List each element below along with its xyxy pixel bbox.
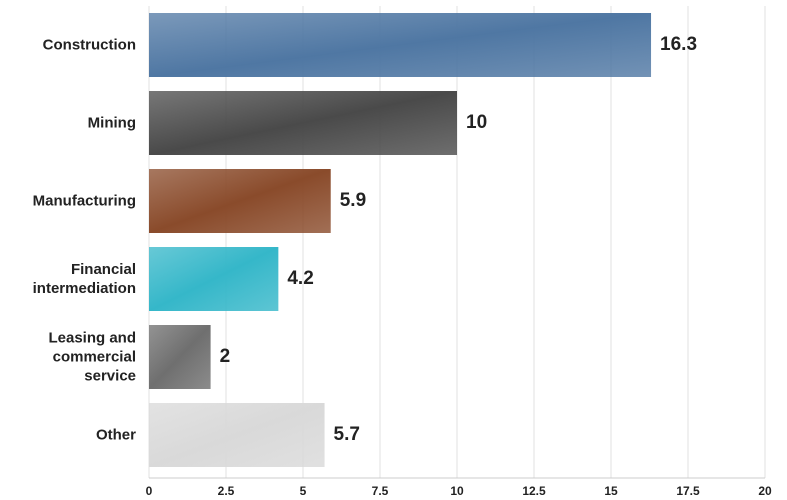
bar: [149, 247, 279, 311]
x-tick-label: 20: [758, 484, 772, 498]
value-label: 5.9: [340, 190, 366, 211]
x-tick-label: 0: [146, 484, 153, 498]
y-tick-label: Leasing and commercial service: [48, 329, 136, 385]
x-tick-label: 5: [300, 484, 307, 498]
bar: [149, 13, 652, 77]
y-tick-label: Manufacturing: [32, 192, 136, 210]
x-tick-label: 12.5: [522, 484, 546, 498]
value-label: 4.2: [287, 268, 313, 289]
value-label: 16.3: [660, 34, 697, 55]
x-tick-label: 17.5: [676, 484, 700, 498]
bar: [149, 403, 325, 467]
x-tick-label: 10: [450, 484, 464, 498]
x-tick-label: 15: [604, 484, 618, 498]
x-tick-label: 7.5: [372, 484, 389, 498]
value-label: 2: [220, 346, 231, 367]
x-tick-label: 2.5: [218, 484, 235, 498]
value-label: 5.7: [334, 424, 360, 445]
y-tick-label: Other: [95, 426, 136, 444]
bar: [149, 91, 457, 155]
bar: [149, 169, 331, 233]
value-label: 10: [466, 112, 487, 133]
y-tick-label: Construction: [42, 36, 136, 54]
y-tick-label: Financial intermediation: [32, 261, 136, 297]
y-tick-label: Mining: [87, 114, 136, 132]
bar: [149, 325, 211, 389]
